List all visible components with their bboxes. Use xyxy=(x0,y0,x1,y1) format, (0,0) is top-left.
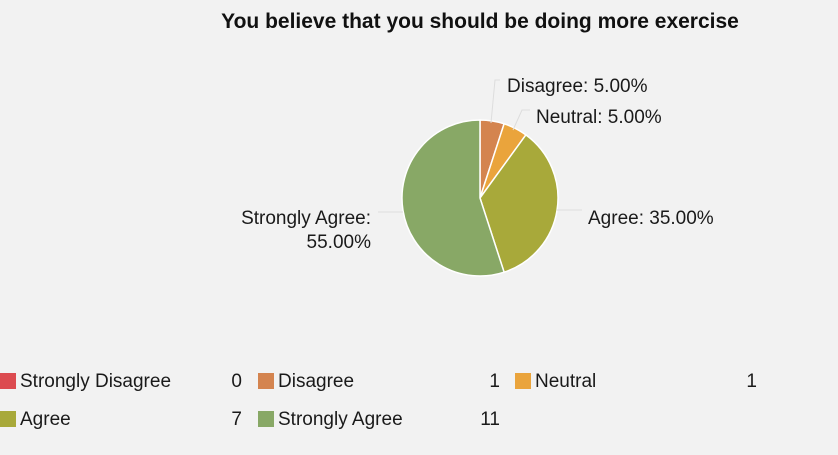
pie-slice-strongly-agree xyxy=(401,119,506,277)
legend-swatch-neutral xyxy=(515,373,531,389)
slice-label-neutral: Neutral: 5.00% xyxy=(536,107,662,128)
legend-label-strongly-disagree: Strongly Disagree xyxy=(20,371,172,392)
slice-label-disagree: Disagree: 5.00% xyxy=(507,76,648,97)
legend-count-strongly-disagree: 0 xyxy=(231,371,242,392)
slice-label-agree: Agree: 35.00% xyxy=(588,208,714,229)
chart-title: You believe that you should be doing mor… xyxy=(221,10,739,33)
legend-swatch-strongly-agree xyxy=(258,411,274,427)
legend-label-strongly-agree: Strongly Agree xyxy=(278,409,403,430)
legend-count-strongly-agree: 11 xyxy=(480,409,500,430)
legend-item-disagree[interactable]: Disagree 1 xyxy=(258,371,500,393)
legend-count-disagree: 1 xyxy=(489,371,500,392)
legend-item-strongly-disagree[interactable]: Strongly Disagree 0 xyxy=(0,371,242,393)
slice-label-strongly-agree: Strongly Agree: 55.00% xyxy=(241,208,371,253)
legend-swatch-agree xyxy=(0,411,16,427)
legend-label-disagree: Disagree xyxy=(278,371,355,392)
leader-line-neutral xyxy=(512,109,530,131)
legend-label-neutral: Neutral xyxy=(535,371,597,392)
legend-item-neutral[interactable]: Neutral 1 xyxy=(515,371,757,393)
legend-item-agree[interactable]: Agree 7 xyxy=(0,409,242,431)
legend-swatch-disagree xyxy=(258,373,274,389)
legend-count-agree: 7 xyxy=(231,409,242,430)
legend-label-agree: Agree xyxy=(20,409,71,430)
legend-item-strongly-agree[interactable]: Strongly Agree 11 xyxy=(258,409,500,431)
legend-count-neutral: 1 xyxy=(746,371,757,392)
leader-line-disagree xyxy=(490,79,500,124)
legend-swatch-strongly-disagree xyxy=(0,373,16,389)
